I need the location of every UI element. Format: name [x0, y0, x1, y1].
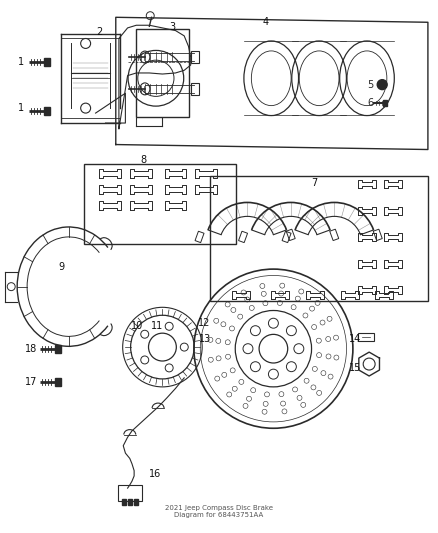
Bar [191, 83, 199, 95]
Bar [282, 231, 291, 243]
Bar [373, 229, 382, 240]
Bar [44, 59, 49, 66]
Text: 9: 9 [58, 262, 64, 271]
Text: 17: 17 [25, 377, 37, 387]
Text: 18: 18 [25, 344, 37, 354]
Text: 16: 16 [149, 470, 161, 479]
Text: 14: 14 [349, 334, 361, 344]
Text: 5: 5 [367, 79, 374, 90]
Text: 6: 6 [367, 98, 374, 108]
Bar [84, 164, 237, 244]
Text: 1: 1 [18, 103, 24, 114]
Text: 2021 Jeep Compass Disc Brake
Diagram for 68443751AA: 2021 Jeep Compass Disc Brake Diagram for… [165, 505, 273, 519]
Text: 7: 7 [311, 177, 317, 188]
Text: 3: 3 [170, 22, 176, 32]
Bar [195, 231, 204, 243]
Text: 8: 8 [141, 156, 147, 165]
Text: 13: 13 [198, 334, 211, 344]
Bar [330, 229, 339, 240]
Text: 1: 1 [18, 58, 24, 67]
Bar [383, 100, 387, 106]
Bar [239, 231, 247, 243]
Bar [55, 378, 60, 386]
Bar [191, 51, 199, 63]
Bar [128, 499, 132, 505]
Text: 2: 2 [96, 27, 102, 37]
Bar [136, 29, 188, 117]
Bar [358, 333, 374, 341]
Bar [118, 486, 142, 502]
Bar [55, 345, 60, 353]
Bar [210, 176, 428, 301]
Bar [286, 229, 295, 240]
Text: 12: 12 [198, 318, 211, 328]
Text: 11: 11 [151, 321, 163, 331]
Bar [44, 107, 49, 115]
Bar [134, 499, 138, 505]
Circle shape [377, 79, 387, 90]
Text: 15: 15 [349, 364, 361, 373]
Text: 4: 4 [263, 17, 269, 27]
Bar [122, 499, 126, 505]
Text: 10: 10 [131, 321, 143, 331]
